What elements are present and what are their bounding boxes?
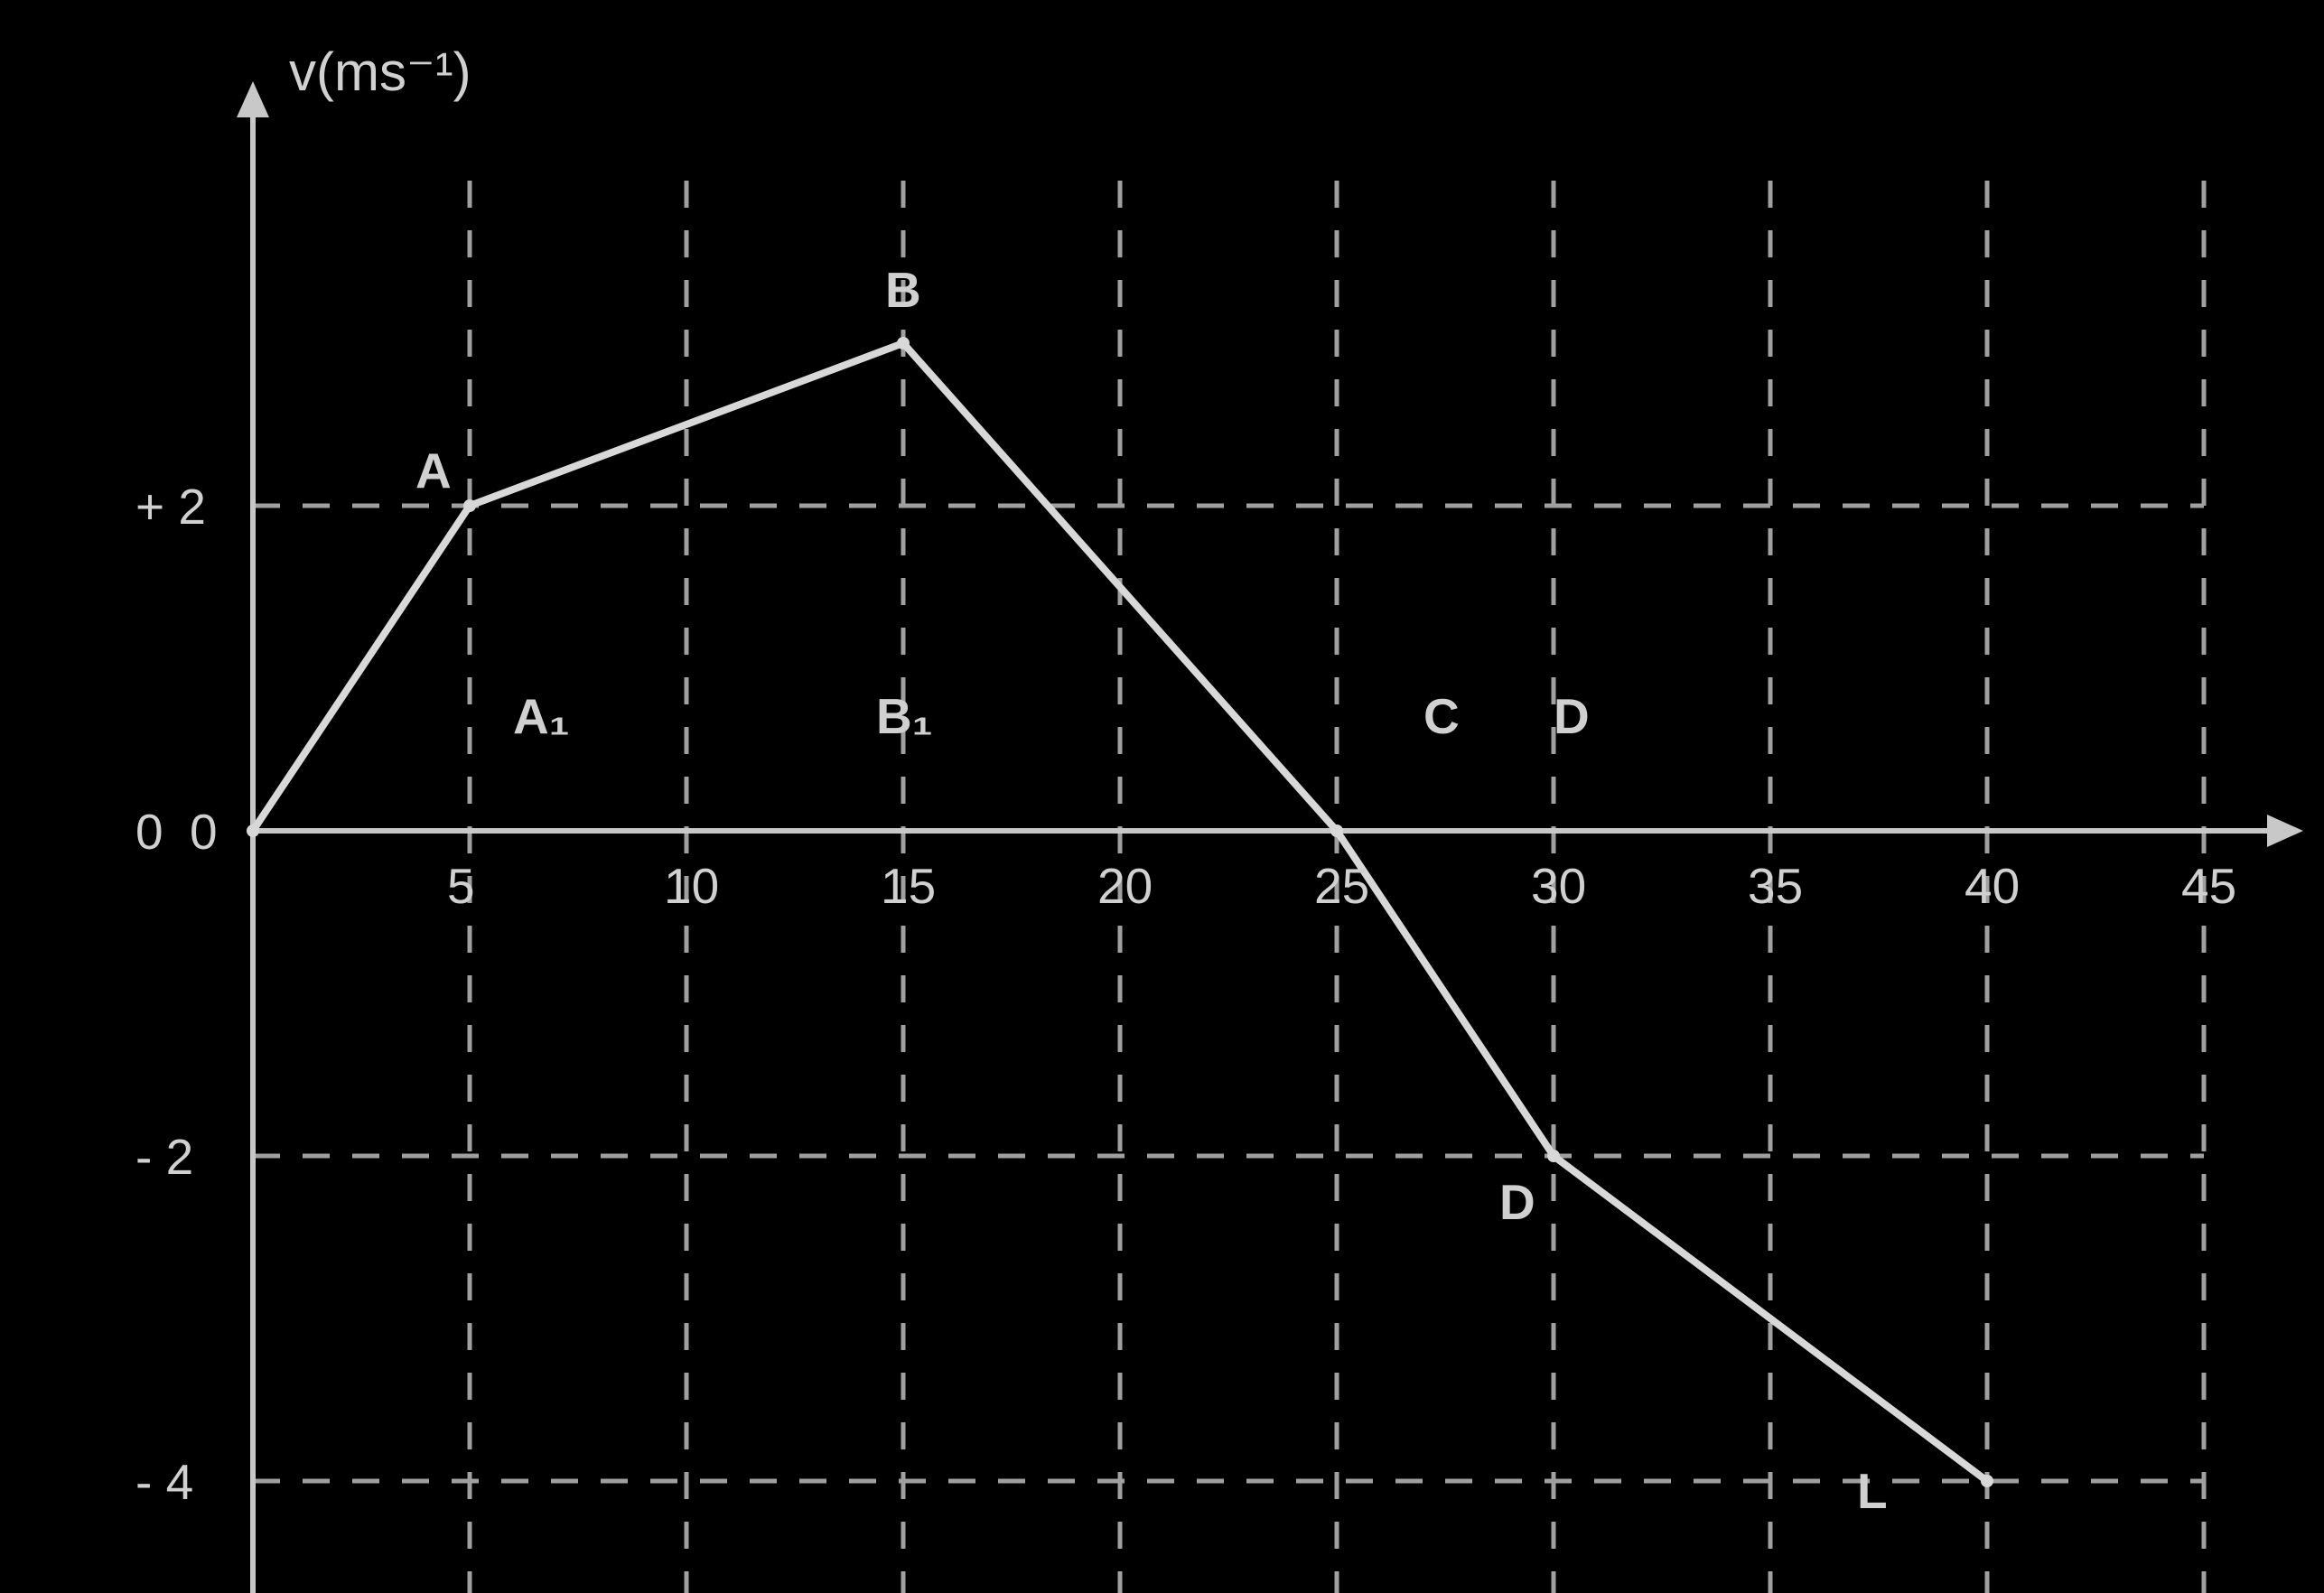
point-label: A₁ (513, 688, 569, 744)
x-tick-label: 10 (664, 858, 719, 914)
y-tick-label: - 4 (135, 1454, 193, 1510)
x-tick-label: 35 (1748, 858, 1803, 914)
x-tick-label: 25 (1314, 858, 1369, 914)
point-label: A (415, 442, 452, 498)
y-tick-label: - 2 (135, 1129, 193, 1185)
x-tick-label: 5 (447, 858, 475, 914)
velocity-time-chart: v(ms⁻¹) 5 10 15 20 25 30 35 40 45 - 4 - 2 0 + 2 0 A B A₁ B… (0, 0, 2324, 1593)
data-point (463, 499, 476, 512)
y-axis-label: v(ms⁻¹) (289, 42, 471, 102)
data-point (1981, 1475, 1993, 1487)
point-label: D (1499, 1174, 1535, 1230)
y-tick-label: 0 (135, 804, 163, 860)
chart-svg: v(ms⁻¹) 5 10 15 20 25 30 35 40 45 - 4 - 2 0 + 2 0 A B A₁ B… (0, 0, 2324, 1593)
x-tick-label: 15 (881, 858, 936, 914)
x-tick-label: 40 (1965, 858, 2020, 914)
data-point (1330, 824, 1343, 837)
data-point (1547, 1150, 1560, 1162)
y-tick-label: + 2 (135, 479, 206, 535)
point-label: B₁ (876, 688, 932, 744)
data-point (897, 337, 910, 349)
chart-background (0, 0, 2324, 1593)
origin-label: 0 (190, 804, 218, 860)
x-tick-label: 30 (1531, 858, 1586, 914)
x-tick-label: 20 (1097, 858, 1153, 914)
point-label: B (885, 262, 921, 318)
point-label: D (1554, 688, 1590, 744)
x-tick-label: 45 (2181, 858, 2236, 914)
data-point (247, 824, 259, 837)
point-label: C (1423, 688, 1460, 744)
point-label: L (1857, 1463, 1888, 1519)
